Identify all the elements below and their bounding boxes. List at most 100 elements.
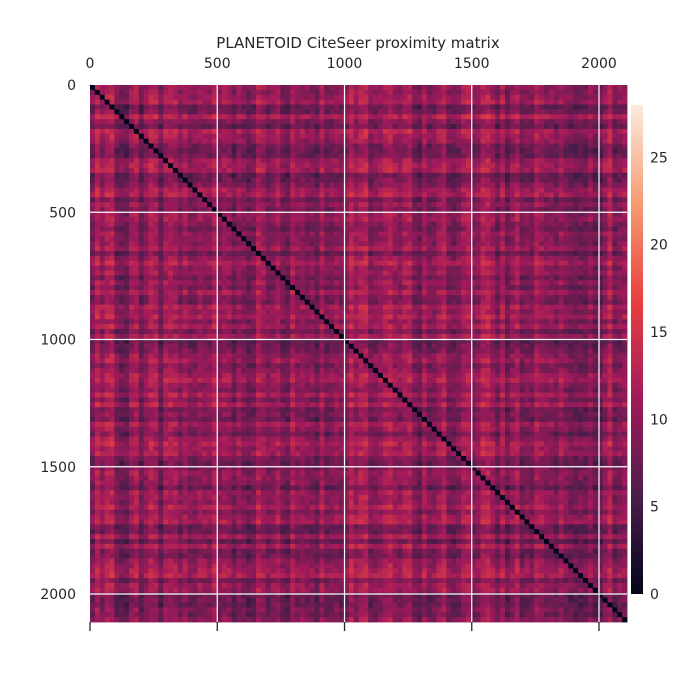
heatmap-cell	[182, 270, 189, 276]
heatmap-cell	[456, 119, 462, 125]
heatmap-cell	[544, 177, 550, 184]
heatmap-cell	[187, 128, 193, 135]
heatmap-cell	[226, 197, 232, 203]
heatmap-cell	[363, 260, 369, 267]
heatmap-cell	[270, 138, 276, 144]
heatmap-cell	[392, 221, 398, 227]
heatmap-cell	[553, 255, 560, 262]
heatmap-cell	[456, 299, 462, 306]
heatmap-cell	[363, 94, 369, 101]
heatmap-cell	[612, 94, 618, 101]
heatmap-cell	[461, 241, 467, 247]
heatmap-cell	[348, 104, 355, 110]
heatmap-cell	[397, 275, 403, 281]
heatmap-cell	[412, 192, 418, 198]
heatmap-cell	[348, 85, 355, 91]
heatmap-cell	[246, 304, 252, 310]
heatmap-cell	[397, 216, 403, 223]
heatmap-cell	[133, 119, 140, 125]
heatmap-cell	[270, 177, 276, 184]
heatmap-cell	[197, 299, 203, 306]
heatmap-cell	[456, 241, 462, 247]
heatmap-cell	[104, 211, 110, 218]
heatmap-cell	[519, 167, 525, 174]
heatmap-cell	[353, 94, 359, 101]
heatmap-cell	[485, 236, 491, 242]
heatmap-cell	[94, 187, 101, 193]
heatmap-cell	[534, 197, 540, 203]
heatmap-cell	[99, 89, 106, 96]
heatmap-cell	[94, 221, 101, 227]
heatmap-cell	[534, 138, 540, 144]
heatmap-cell	[607, 246, 613, 252]
heatmap-cell	[168, 109, 174, 115]
heatmap-cell	[470, 197, 477, 203]
heatmap-cell	[461, 133, 467, 140]
heatmap-cell	[378, 246, 384, 252]
heatmap-cell	[441, 216, 447, 223]
heatmap-cell	[334, 119, 340, 125]
heatmap-cell	[470, 280, 477, 286]
heatmap-cell	[148, 285, 154, 291]
heatmap-cell	[236, 138, 242, 144]
heatmap-cell	[148, 221, 154, 227]
heatmap-cell	[197, 250, 203, 257]
heatmap-cell	[319, 89, 325, 96]
heatmap-cell	[295, 265, 301, 271]
heatmap-cell	[612, 89, 618, 96]
heatmap-cell	[607, 270, 613, 276]
heatmap-cell	[295, 124, 301, 130]
heatmap-cell	[280, 270, 286, 276]
heatmap-cell	[421, 290, 428, 296]
heatmap-cell	[299, 221, 306, 227]
heatmap-cell	[363, 124, 369, 130]
heatmap-cell	[192, 197, 198, 203]
heatmap-cell	[544, 148, 550, 154]
heatmap-cell	[143, 114, 149, 120]
heatmap-cell	[475, 114, 481, 120]
heatmap-cell	[119, 143, 125, 149]
heatmap-cell	[260, 304, 267, 310]
heatmap-cell	[280, 177, 286, 184]
heatmap-cell	[558, 158, 564, 164]
heatmap-cell	[177, 143, 184, 149]
heatmap-cell	[99, 304, 106, 310]
heatmap-cell	[504, 124, 511, 130]
heatmap-cell	[509, 177, 516, 184]
heatmap-cell	[246, 109, 252, 115]
heatmap-cell	[216, 275, 223, 281]
heatmap-cell	[495, 133, 501, 140]
heatmap-cell	[480, 231, 486, 237]
heatmap-cell	[402, 167, 408, 174]
heatmap-cell	[168, 114, 174, 120]
heatmap-cell	[597, 250, 603, 257]
heatmap-cell	[168, 299, 174, 306]
heatmap-cell	[529, 192, 535, 198]
heatmap-cell	[163, 246, 169, 252]
heatmap-cell	[529, 260, 535, 267]
heatmap-cell	[490, 241, 496, 247]
heatmap-cell	[382, 216, 389, 223]
heatmap-cell	[348, 285, 355, 291]
heatmap-cell	[387, 182, 394, 188]
heatmap-cell	[500, 99, 506, 105]
heatmap-cell	[207, 104, 213, 110]
heatmap-cell	[539, 285, 545, 291]
heatmap-cell	[314, 153, 320, 159]
heatmap-cell	[602, 148, 608, 154]
heatmap-cell	[373, 143, 379, 149]
heatmap-cell	[602, 299, 608, 306]
heatmap-cell	[529, 85, 535, 91]
heatmap-cell	[255, 236, 262, 242]
heatmap-cell	[324, 119, 330, 125]
heatmap-cell	[568, 128, 574, 135]
heatmap-cell	[378, 153, 384, 159]
heatmap-cell	[148, 153, 154, 159]
heatmap-cell	[475, 260, 481, 267]
heatmap-cell	[236, 260, 242, 267]
heatmap-cell	[133, 187, 140, 193]
heatmap-cell	[456, 285, 462, 291]
heatmap-area	[89, 84, 628, 623]
heatmap-cell	[461, 167, 467, 174]
heatmap-cell	[500, 177, 506, 184]
